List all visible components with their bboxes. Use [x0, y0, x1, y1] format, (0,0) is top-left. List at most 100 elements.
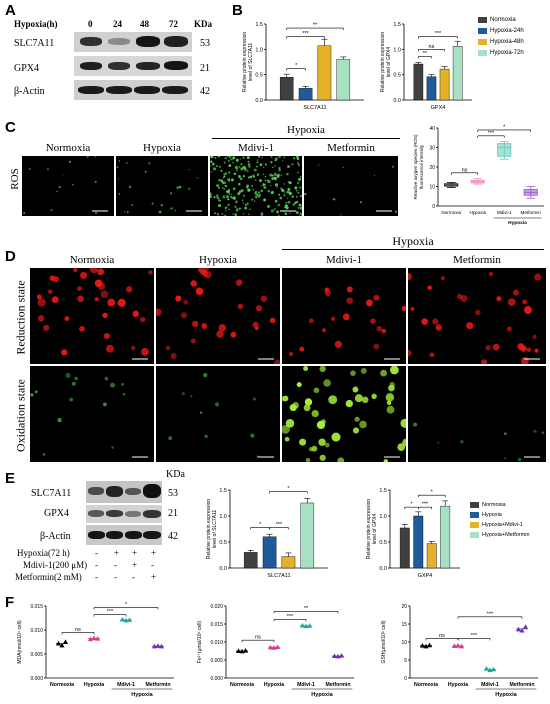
- cell: [507, 298, 516, 307]
- sig-label: *: [287, 486, 290, 492]
- cell: [28, 168, 31, 170]
- band: [80, 37, 102, 46]
- cell: [533, 429, 537, 433]
- cell: [352, 386, 359, 393]
- micrograph: [282, 366, 406, 462]
- cell: [278, 167, 281, 170]
- cell: [264, 186, 267, 189]
- sig-label: ***: [422, 502, 429, 508]
- cell: [264, 175, 267, 178]
- cell: [57, 417, 62, 423]
- band: [162, 86, 188, 94]
- sig-label: ***: [488, 130, 495, 136]
- y-tick-label: 15: [401, 622, 407, 628]
- cell: [299, 346, 305, 352]
- x-category-label: Mdivi-1: [117, 682, 135, 688]
- legend-swatch: [470, 502, 479, 508]
- y-tick-label: 5: [404, 658, 407, 664]
- bar-normoxia: [399, 527, 410, 569]
- cell: [244, 206, 248, 210]
- cell: [118, 160, 121, 162]
- band: [125, 488, 141, 495]
- cell: [250, 433, 255, 438]
- cell: [168, 436, 173, 441]
- bar-hypoxia-48h: [317, 45, 332, 101]
- x-category-label: Normoxia: [50, 682, 74, 688]
- cell: [158, 210, 162, 214]
- cell: [23, 212, 26, 215]
- cell: [278, 156, 281, 159]
- cell: [276, 186, 278, 189]
- y-tick-label: 0.0: [219, 566, 227, 572]
- cell: [257, 195, 261, 198]
- cell: [191, 320, 199, 328]
- cell: [287, 200, 291, 204]
- micrograph: [36, 268, 153, 360]
- cell: [201, 268, 209, 273]
- cell: [223, 188, 226, 190]
- x-category-label: Hypoxia: [84, 682, 104, 688]
- cell: [203, 373, 208, 378]
- micrograph: [210, 156, 302, 216]
- cell: [277, 203, 281, 207]
- data-point-mdivi-1: [483, 666, 490, 671]
- cell: [256, 159, 259, 161]
- cell: [74, 376, 78, 381]
- y-tick-label: 10: [401, 640, 407, 646]
- cell: [58, 185, 61, 189]
- cell: [354, 394, 363, 403]
- cell: [242, 156, 245, 159]
- y-tick-label: 0.5: [255, 73, 263, 79]
- cell: [89, 268, 98, 274]
- y-tick-label: 0.0: [379, 566, 387, 572]
- cell: [242, 202, 244, 204]
- c-row-label: ROS: [9, 168, 21, 190]
- cell: [178, 185, 182, 189]
- cell: [37, 298, 46, 307]
- cell: [214, 402, 220, 407]
- cell: [228, 171, 231, 174]
- band: [88, 510, 104, 517]
- cell: [254, 195, 258, 199]
- micrograph: [408, 271, 542, 364]
- cell: [435, 324, 442, 331]
- group-label: Hypoxia: [495, 692, 517, 698]
- y-tick-label: 1.5: [255, 22, 263, 28]
- sig-label: **: [304, 606, 309, 612]
- cell: [61, 349, 68, 356]
- cell: [282, 425, 290, 434]
- cell: [121, 383, 124, 386]
- cell: [239, 158, 241, 160]
- band: [106, 86, 132, 94]
- cell: [56, 190, 58, 192]
- cell: [481, 359, 488, 364]
- cell: [151, 202, 154, 205]
- sig-label: **: [423, 51, 428, 57]
- cell: [257, 172, 260, 175]
- legend-text: Hypoxia-24h: [490, 27, 524, 34]
- cell: [175, 297, 181, 302]
- cell: [259, 179, 262, 182]
- x-category-label: Hypoxia: [469, 210, 486, 215]
- micrograph: [23, 156, 108, 215]
- cell: [373, 343, 380, 350]
- cell: [223, 173, 226, 176]
- y-tick-label: 20: [429, 165, 435, 171]
- cell: [223, 161, 226, 164]
- cell: [429, 352, 435, 358]
- treat-mark: +: [151, 572, 157, 582]
- cell: [190, 338, 196, 344]
- cell: [210, 164, 211, 167]
- legend-e-item-normoxia: Normoxia: [470, 500, 550, 510]
- cell: [148, 162, 151, 165]
- y-tick-label: 0.000: [210, 676, 223, 682]
- cell: [240, 167, 244, 171]
- cell: [233, 172, 237, 176]
- cell: [228, 208, 230, 211]
- cell: [298, 177, 302, 181]
- panel-label-c: C: [5, 119, 16, 136]
- cell: [311, 409, 319, 418]
- cell: [400, 418, 406, 428]
- cell: [354, 416, 360, 422]
- blot-a-actin-label: β-Actin: [14, 86, 45, 97]
